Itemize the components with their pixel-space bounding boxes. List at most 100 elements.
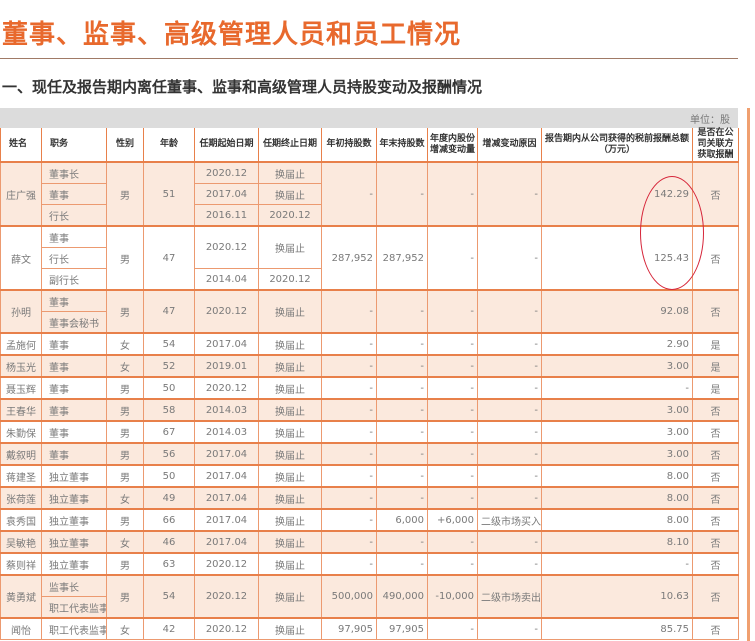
term-end-cell: 换届止 [258, 508, 322, 532]
term-start-cell: 2017.04 [194, 486, 259, 510]
compensation-cell: 8.00 [541, 486, 693, 510]
name-cell: 薛文 [0, 225, 42, 291]
name-cell: 袁秀国 [0, 508, 42, 532]
start-shares-cell: - [321, 354, 377, 378]
share-change-cell: - [427, 161, 478, 227]
share-change-cell: - [427, 289, 478, 334]
compensation-cell: 3.00 [541, 398, 693, 422]
table-row: 袁秀国 独立董事男 66 2017.04 换届止 -6,000 +6,000 二级市场买入 8.… [0, 508, 739, 532]
compensation-cell: - [541, 376, 693, 400]
share-change-cell: - [427, 225, 478, 291]
term-end-cell: 换届止 [258, 289, 322, 334]
end-shares-cell: - [376, 530, 428, 554]
term-start-cell: 2017.04 [194, 332, 259, 356]
end-shares-cell: - [376, 332, 428, 356]
share-change-cell: +6,000 [427, 508, 478, 532]
gender-cell: 男 [106, 420, 144, 444]
compensation-cell: 3.00 [541, 354, 693, 378]
table-row: 张荷莲 独立董事女 49 2017.04 换届止 - - - -8.00 否 [0, 486, 739, 510]
related-party-pay-cell: 是 [692, 354, 739, 378]
related-party-pay-cell: 否 [692, 225, 739, 291]
change-reason-cell: - [477, 376, 542, 400]
position-cell: 董事 [41, 289, 107, 312]
term-end-cell: 换届止 [258, 183, 322, 205]
change-reason-cell: - [477, 530, 542, 554]
end-shares-cell: 490,000 [376, 574, 428, 619]
position-cell: 职工代表监事 [41, 617, 107, 640]
position-cell: 独立董事 [41, 530, 107, 554]
change-reason-cell: - [477, 420, 542, 444]
name-cell: 吴敏艳 [0, 530, 42, 554]
age-cell: 67 [143, 420, 195, 444]
gender-cell: 女 [106, 354, 144, 378]
column-header: 是否在公司关联方获取报酬 [692, 128, 739, 163]
term-start-cell: 2020.12 [194, 552, 259, 576]
table-row: 朱勤保 董事男 67 2014.03 换届止 - - - -3.00 否 [0, 420, 739, 444]
column-header: 姓名 [0, 128, 42, 163]
section-title: 一、现任及报告期内离任董事、监事和高级管理人员持股变动及报酬情况 [2, 78, 483, 96]
position-cell: 董事长 [41, 161, 107, 184]
start-shares-cell: - [321, 398, 377, 422]
term-start-cell: 2020.12 [194, 617, 259, 640]
name-cell: 黄勇斌 [0, 574, 42, 619]
shareholding-table: 姓名 职务 性别 年龄 任期起始日期 任期终止日期 年初持股数 年末持股数 年度内股份增减变动量… [0, 128, 739, 640]
name-cell: 庄广强 [0, 161, 42, 227]
column-header: 任期起始日期 [194, 128, 259, 163]
table-row: 吴敏艳 独立董事女 46 2017.04 换届止 - - - -8.10 否 [0, 530, 739, 554]
share-change-cell: - [427, 420, 478, 444]
related-party-pay-cell: 否 [692, 161, 739, 227]
end-shares-cell: 97,905 [376, 617, 428, 640]
term-end-cell: 换届止 [258, 574, 322, 619]
share-change-cell: - [427, 332, 478, 356]
compensation-cell: 3.00 [541, 420, 693, 444]
table-row: 董事 2017.04 换届止 [1, 183, 739, 205]
position-cell: 行长 [41, 247, 107, 269]
term-start-cell: 2017.04 [194, 442, 259, 466]
age-cell: 54 [143, 574, 195, 619]
start-shares-cell: - [321, 464, 377, 488]
change-reason-cell: 二级市场卖出 [477, 574, 542, 619]
start-shares-cell: 500,000 [321, 574, 377, 619]
term-start-cell: 2020.12 [194, 376, 259, 400]
term-start-cell: 2020.12 [194, 225, 259, 269]
term-end-cell: 换届止 [258, 225, 322, 269]
share-change-cell: -10,000 [427, 574, 478, 619]
age-cell: 51 [143, 161, 195, 227]
start-shares-cell: - [321, 508, 377, 532]
gender-cell: 女 [106, 332, 144, 356]
table-row: 行长 2016.11 2020.12 [1, 204, 739, 227]
start-shares-cell: - [321, 420, 377, 444]
position-cell: 董事 [41, 183, 107, 205]
compensation-cell: 10.63 [541, 574, 693, 619]
column-header: 年末持股数 [376, 128, 428, 163]
column-header: 性别 [106, 128, 144, 163]
position-cell: 职工代表监事 [41, 596, 107, 619]
end-shares-cell: - [376, 552, 428, 576]
start-shares-cell: - [321, 486, 377, 510]
start-shares-cell: 287,952 [321, 225, 377, 291]
name-cell: 张荷莲 [0, 486, 42, 510]
share-change-cell: - [427, 617, 478, 640]
term-end-cell: 换届止 [258, 332, 322, 356]
column-header: 年初持股数 [321, 128, 377, 163]
term-end-cell: 换届止 [258, 398, 322, 422]
page-edge-bar [747, 108, 750, 641]
name-cell: 聂玉辉 [0, 376, 42, 400]
related-party-pay-cell: 否 [692, 420, 739, 444]
name-cell: 孟施何 [0, 332, 42, 356]
start-shares-cell: - [321, 530, 377, 554]
column-header: 年龄 [143, 128, 195, 163]
term-end-cell: 换届止 [258, 354, 322, 378]
table-row: 王春华 董事男 58 2014.03 换届止 - - - -3.00 否 [0, 398, 739, 422]
table-row: 戴叙明 董事男 56 2017.04 换届止 - - - -3.00 否 [0, 442, 739, 466]
end-shares-cell: - [376, 376, 428, 400]
related-party-pay-cell: 否 [692, 552, 739, 576]
end-shares-cell: 6,000 [376, 508, 428, 532]
related-party-pay-cell: 否 [692, 617, 739, 640]
related-party-pay-cell: 否 [692, 442, 739, 466]
page-title: 董事、监事、高级管理人员和员工情况 [2, 20, 462, 50]
name-cell: 孙明 [0, 289, 42, 334]
age-cell: 56 [143, 442, 195, 466]
age-cell: 58 [143, 398, 195, 422]
share-change-cell: - [427, 486, 478, 510]
